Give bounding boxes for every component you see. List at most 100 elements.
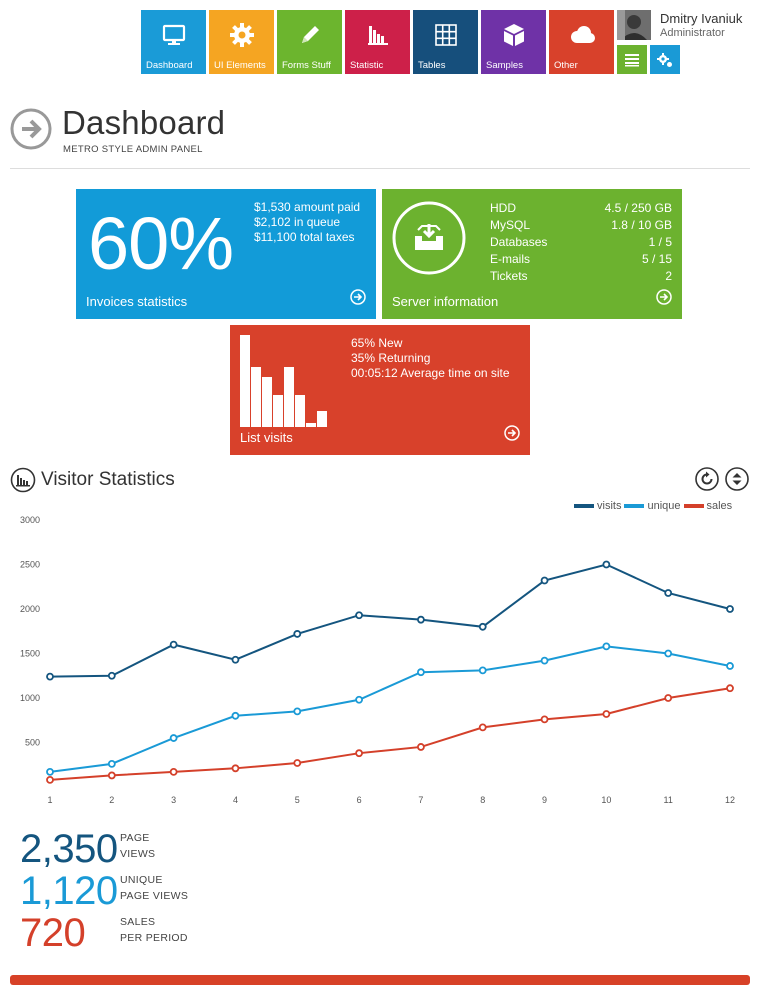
visits-bar [295, 395, 305, 427]
data-point-sales[interactable] [664, 694, 673, 702]
nav-label: Dashboard [146, 60, 193, 71]
arrow-right-icon[interactable] [656, 289, 672, 310]
legend-label[interactable]: unique [647, 500, 681, 512]
server-row: Databases 1 / 5 [490, 235, 672, 249]
data-point-sales[interactable] [478, 723, 487, 732]
server-tile[interactable]: Server information [382, 189, 682, 319]
data-point-sales[interactable] [107, 771, 116, 780]
page-title: Dashboard [62, 104, 226, 141]
data-point-sales[interactable] [540, 715, 549, 724]
invoices-percent: 60% [88, 202, 234, 285]
data-point-sales[interactable] [417, 743, 425, 751]
pencil-icon [277, 22, 342, 48]
kpi-label: SALES PER PERIOD [120, 914, 188, 946]
data-point-sales[interactable] [231, 764, 240, 773]
data-point-unique[interactable] [664, 649, 673, 658]
data-point-visits[interactable] [355, 611, 363, 620]
data-point-visits[interactable] [46, 672, 54, 681]
kpi-label: UNIQUE PAGE VIEWS [120, 872, 188, 904]
invoices-tile[interactable]: 60% $1,530 amount paid $2,102 in queue $… [76, 189, 376, 319]
inbox-download-icon [391, 200, 467, 281]
refresh-button[interactable] [695, 467, 719, 496]
arrow-circle-icon [10, 108, 52, 150]
chart-legend: visits unique sales [574, 500, 732, 512]
legend-label[interactable]: sales [706, 500, 733, 512]
kpi-label-line: PAGE VIEWS [120, 890, 189, 902]
user-name[interactable]: Dmitry Ivaniuk [660, 11, 743, 26]
data-point-sales[interactable] [293, 759, 302, 767]
server-row: HDD 4.5 / 250 GB [490, 201, 672, 215]
nav-label: Other [554, 60, 578, 71]
visits-bar [240, 335, 250, 427]
arrow-right-icon[interactable] [504, 425, 520, 446]
server-value: 1 / 5 [648, 235, 672, 249]
data-point-visits[interactable] [726, 605, 734, 613]
x-tick-label: 8 [480, 795, 485, 805]
server-key: Tickets [490, 269, 528, 283]
data-point-visits[interactable] [293, 630, 302, 638]
data-point-visits[interactable] [107, 671, 116, 680]
back-button[interactable] [10, 108, 52, 155]
series-line-sales [49, 687, 731, 781]
data-point-sales[interactable] [355, 749, 363, 758]
x-tick-label: 5 [295, 795, 300, 805]
data-point-visits[interactable] [231, 655, 240, 664]
data-point-unique[interactable] [107, 759, 116, 768]
y-tick-label: 500 [25, 738, 40, 748]
data-point-sales[interactable] [169, 767, 178, 776]
y-tick-label: 1000 [20, 693, 40, 703]
data-point-unique[interactable] [46, 767, 54, 776]
data-point-visits[interactable] [478, 622, 487, 631]
arrow-right-icon[interactable] [350, 289, 366, 310]
visits-bar [262, 377, 272, 427]
data-point-sales[interactable] [726, 684, 734, 693]
nav-tile-statistic[interactable]: Statistic [345, 10, 410, 74]
data-point-unique[interactable] [231, 711, 240, 720]
visits-line: 65% New [351, 336, 403, 350]
invoices-lines: $1,530 amount paid $2,102 in queue $11,1… [254, 200, 360, 245]
data-point-visits[interactable] [169, 640, 178, 649]
nav-tile-dashboard[interactable]: Dashboard [141, 10, 206, 74]
user-role: Administrator [660, 27, 725, 39]
visits-bar [306, 423, 316, 427]
data-point-visits[interactable] [540, 576, 549, 585]
avatar[interactable] [617, 10, 651, 40]
data-point-visits[interactable] [602, 560, 611, 569]
collapse-button[interactable] [725, 467, 749, 496]
bar-chart-icon [345, 22, 410, 48]
data-point-sales[interactable] [46, 775, 54, 784]
data-point-visits[interactable] [664, 589, 673, 597]
menu-button[interactable] [617, 45, 647, 74]
chart-section-icon [10, 467, 36, 498]
settings-button[interactable] [650, 45, 680, 74]
nav-tile-tables[interactable]: Tables [413, 10, 478, 74]
monitor-icon [141, 22, 206, 48]
x-tick-label: 2 [109, 795, 114, 805]
data-point-unique[interactable] [169, 734, 178, 742]
server-row: E-mails 5 / 15 [490, 252, 672, 266]
data-point-unique[interactable] [293, 707, 302, 716]
data-point-unique[interactable] [355, 695, 363, 704]
server-value: 5 / 15 [641, 252, 672, 266]
kpi-label: PAGE VIEWS [120, 830, 155, 862]
data-point-visits[interactable] [417, 615, 425, 624]
nav-label: Forms Stuff [282, 60, 331, 71]
server-key: E-mails [490, 252, 531, 266]
x-tick-label: 3 [171, 795, 176, 805]
data-point-sales[interactable] [602, 710, 611, 718]
kpi-value: 1,120 [20, 869, 118, 913]
data-point-unique[interactable] [417, 668, 425, 677]
kpi-label-line: SALES [120, 916, 156, 928]
data-point-unique[interactable] [726, 662, 734, 670]
nav-tile-forms-stuff[interactable]: Forms Stuff [277, 10, 342, 74]
nav-label: Tables [418, 60, 446, 71]
kpi-label-line: UNIQUE [120, 874, 163, 886]
data-point-unique[interactable] [478, 666, 487, 675]
legend-label[interactable]: visits [597, 500, 622, 512]
data-point-unique[interactable] [540, 656, 549, 665]
data-point-unique[interactable] [602, 642, 611, 651]
nav-tile-samples[interactable]: Samples [481, 10, 546, 74]
visits-tile[interactable]: 65% New 35% Returning 00:05:12 Average t… [230, 325, 530, 455]
nav-tile-other[interactable]: Other [549, 10, 614, 74]
nav-tile-ui-elements[interactable]: UI Elements [209, 10, 274, 74]
